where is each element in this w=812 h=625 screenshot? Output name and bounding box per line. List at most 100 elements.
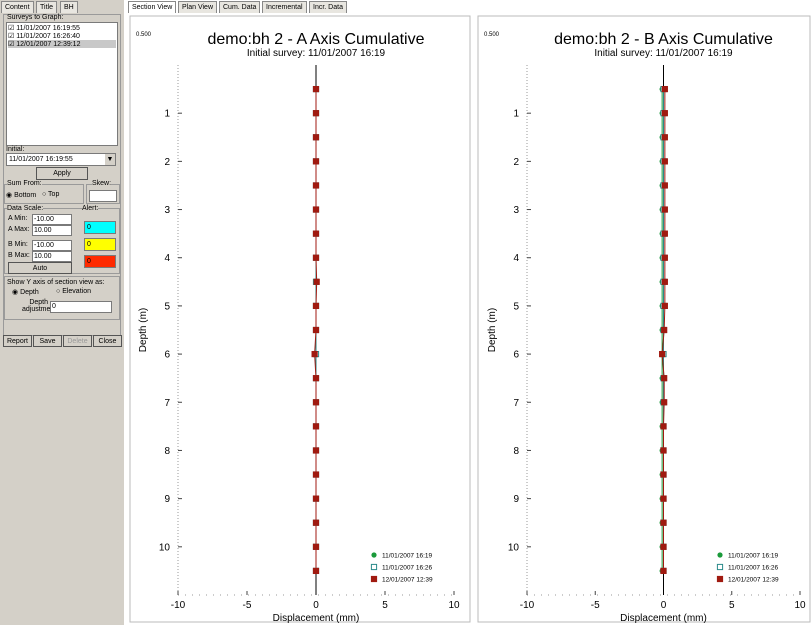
x-axis-label: Displacement (mm): [273, 613, 360, 624]
item-text: 11/01/2007 16:26:40: [16, 33, 80, 40]
y-tick-label: 1: [513, 109, 519, 120]
marker: [661, 278, 668, 285]
marker: [312, 495, 320, 502]
view-tab[interactable]: Plan View: [178, 1, 218, 13]
y-tick-label: 5: [164, 301, 170, 312]
legend-label: 12/01/2007 12:39: [728, 577, 779, 584]
save-button[interactable]: Save: [33, 335, 62, 347]
marker: [660, 567, 667, 575]
radio[interactable]: ◉ Depth: [12, 289, 39, 296]
view-tab[interactable]: Section View: [128, 1, 177, 13]
marker: [312, 543, 320, 550]
x-tick-label: -10: [520, 600, 535, 611]
marker: [661, 158, 668, 165]
scale-input[interactable]: 10.00: [32, 225, 72, 236]
marker: [312, 85, 320, 93]
marker: [313, 278, 320, 285]
x-tick-label: 10: [448, 600, 460, 611]
radio-text: Top: [48, 191, 60, 198]
marker: [660, 447, 667, 454]
radio-text: Elevation: [62, 288, 91, 295]
input-text: 10.00: [34, 253, 52, 260]
list-item[interactable]: ☑ 11/01/2007 16:19:55: [8, 25, 80, 32]
auto-button[interactable]: Auto: [8, 262, 72, 274]
label: Sum From:: [7, 180, 42, 187]
view-tab[interactable]: Cum. Data: [219, 1, 261, 13]
item-text: 12/01/2007 12:39:12: [16, 41, 81, 48]
y-tick-label: 9: [513, 494, 519, 505]
survey-list[interactable]: ☑ 11/01/2007 16:19:55 ☑ 11/01/2007 16:26…: [6, 22, 118, 146]
y-tick-label: 6: [164, 350, 170, 361]
chart-title: demo:bh 2 - A Axis Cumulative: [208, 31, 425, 48]
marker: [312, 206, 320, 213]
y-tick-label: 3: [164, 205, 170, 216]
marker: [661, 206, 668, 213]
field-label: A Min:: [8, 215, 28, 222]
marker: [312, 375, 320, 382]
chart-subtitle: Initial survey: 11/01/2007 16:19: [247, 48, 386, 59]
scale-input[interactable]: -10.00: [32, 240, 72, 251]
radio[interactable]: ○ Elevation: [56, 288, 91, 295]
report-button[interactable]: Report: [3, 335, 32, 347]
marker: [312, 519, 320, 526]
skew-input[interactable]: [89, 190, 117, 202]
scale-input[interactable]: 10.00: [32, 251, 72, 262]
apply-button[interactable]: Apply: [36, 167, 88, 180]
alert-box[interactable]: 0: [84, 221, 116, 234]
tab[interactable]: Title: [36, 1, 57, 13]
tab[interactable]: Content: [1, 1, 34, 13]
dropdown-text: 11/01/2007 16:19:55: [9, 156, 73, 163]
list-item[interactable]: ☑ 11/01/2007 16:26:40: [8, 33, 80, 40]
label: Surveys to Graph:: [7, 14, 64, 21]
y-tick-label: 5: [513, 301, 519, 312]
marker: [661, 375, 668, 382]
marker: [312, 567, 320, 575]
marker: [661, 134, 668, 141]
marker: [312, 254, 320, 261]
corner-label: 0.500: [484, 32, 500, 38]
dropdown[interactable]: 11/01/2007 16:19:55 ▼: [6, 153, 116, 166]
x-axis-label: Displacement (mm): [620, 613, 707, 624]
input-text: 10.00: [34, 227, 52, 234]
alert-box[interactable]: 0: [84, 238, 116, 251]
y-tick-label: 8: [513, 446, 519, 457]
legend-label: 11/01/2007 16:19: [728, 553, 779, 560]
input-text: -10.00: [34, 242, 54, 249]
delete-button[interactable]: Delete: [63, 335, 92, 347]
view-tab[interactable]: Incremental: [262, 1, 307, 13]
marker: [312, 302, 320, 310]
x-tick-label: -5: [591, 600, 600, 611]
x-tick-label: 0: [313, 600, 319, 611]
marker: [660, 495, 667, 502]
x-tick-label: -10: [171, 600, 186, 611]
list-item[interactable]: ☑ 12/01/2007 12:39:12: [8, 40, 116, 48]
marker: [312, 447, 320, 454]
marker: [312, 399, 320, 406]
label: Data Scale:: [7, 205, 44, 212]
radio[interactable]: ◉ Bottom: [6, 192, 37, 199]
alert-text: 0: [87, 241, 91, 248]
tab[interactable]: BH: [60, 1, 78, 13]
scale-input[interactable]: -10.00: [32, 214, 72, 225]
y-tick-label: 1: [164, 109, 170, 120]
marker: [312, 230, 320, 237]
legend-label: 12/01/2007 12:39: [382, 577, 433, 584]
y-tick-label: 7: [513, 398, 519, 409]
legend-label: 11/01/2007 16:26: [728, 565, 779, 572]
alert-box[interactable]: 0: [84, 255, 116, 268]
y-tick-label: 2: [513, 157, 519, 168]
left-panel: Content Title BH Surveys to Graph: ☑ 11/…: [0, 0, 124, 625]
input-text: 0: [52, 303, 56, 310]
marker: [659, 350, 666, 358]
radio[interactable]: ○ Top: [42, 191, 60, 198]
y-tick-label: 6: [513, 350, 519, 361]
marker: [661, 230, 668, 237]
depth-input[interactable]: 0: [50, 301, 112, 313]
close-button[interactable]: Close: [93, 335, 122, 347]
marker: [660, 471, 667, 478]
legend-marker: [716, 563, 724, 571]
view-tab[interactable]: Incr. Data: [309, 1, 347, 13]
legend-label: 11/01/2007 16:26: [382, 565, 433, 572]
marker: [661, 85, 668, 93]
marker: [660, 543, 667, 550]
